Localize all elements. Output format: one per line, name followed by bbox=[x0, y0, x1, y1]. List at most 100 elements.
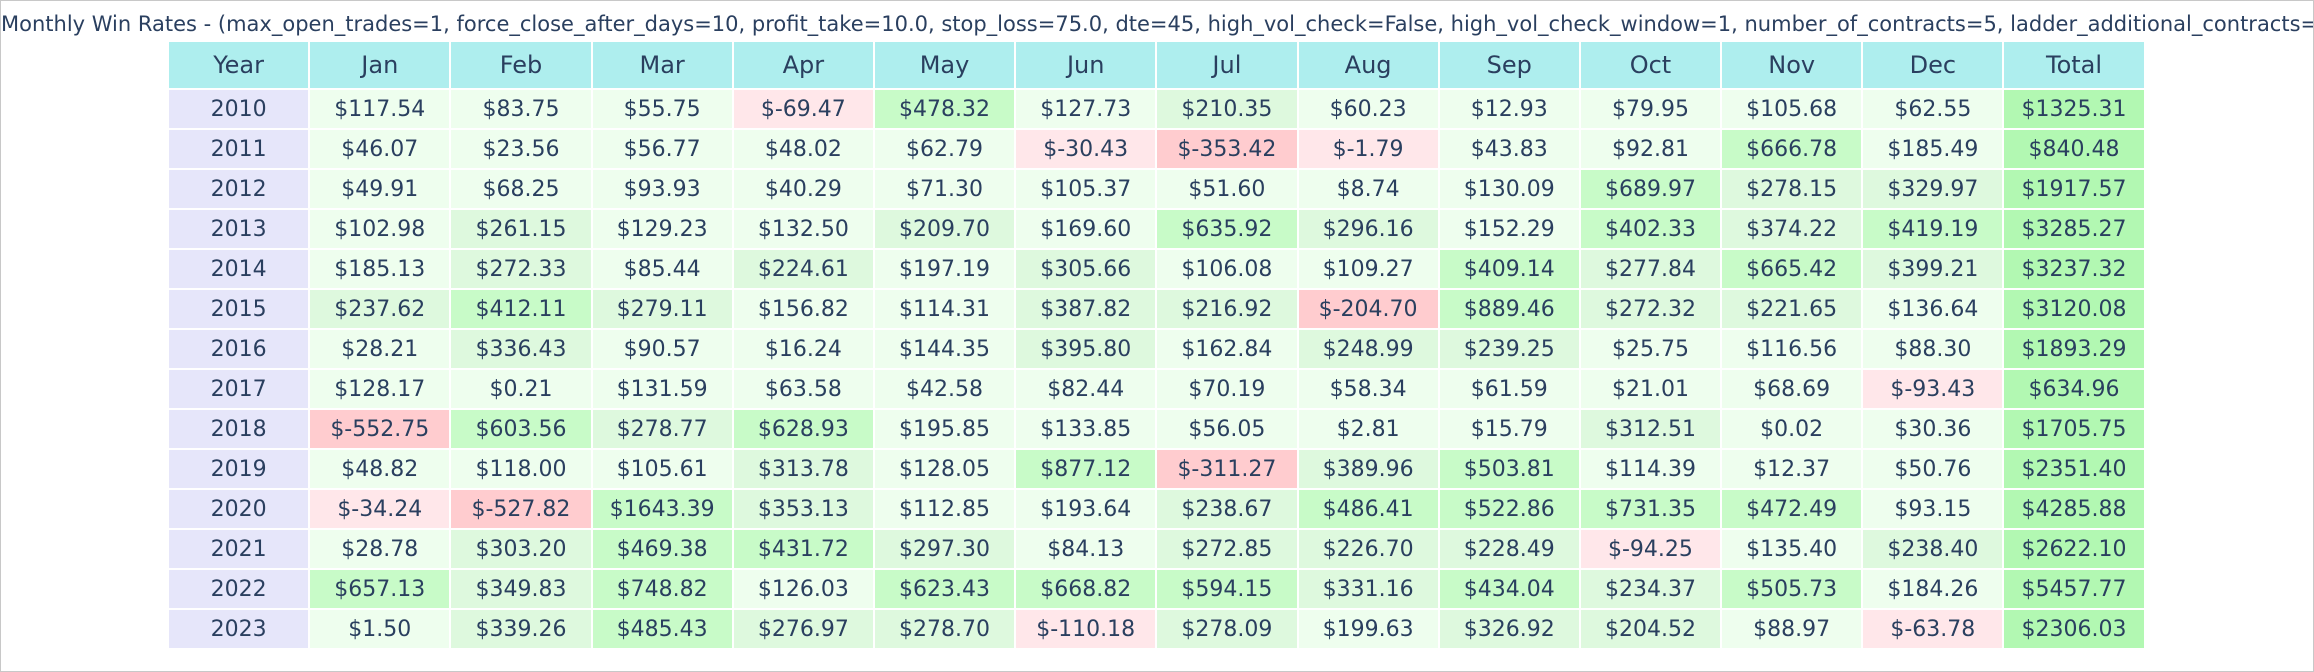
value-cell-mar: $105.61 bbox=[591, 449, 733, 489]
value-cell-mar: $748.82 bbox=[591, 569, 733, 609]
value-cell-nov: $12.37 bbox=[1721, 449, 1863, 489]
value-cell-jan: $28.21 bbox=[309, 329, 451, 369]
value-cell-feb: $303.20 bbox=[450, 529, 592, 569]
value-cell-aug: $486.41 bbox=[1297, 489, 1439, 529]
header-cell-apr: Apr bbox=[732, 41, 874, 89]
value-cell-nov: $666.78 bbox=[1721, 129, 1863, 169]
value-cell-oct: $689.97 bbox=[1579, 169, 1722, 209]
value-cell-sep: $522.86 bbox=[1438, 489, 1580, 529]
value-cell-sep: $43.83 bbox=[1438, 129, 1580, 169]
value-cell-nov: $472.49 bbox=[1721, 489, 1863, 529]
year-cell: 2019 bbox=[168, 449, 310, 489]
value-cell-feb: $83.75 bbox=[450, 89, 592, 129]
value-cell-jan: $128.17 bbox=[309, 369, 451, 409]
value-cell-dec: $238.40 bbox=[1862, 529, 2004, 569]
value-cell-apr: $276.97 bbox=[732, 609, 874, 649]
header-row: Year Jan Feb Mar Apr May Jun Jul Aug Sep Oct Nov Dec… bbox=[168, 41, 2145, 89]
value-cell-jul: $594.15 bbox=[1156, 569, 1298, 609]
table-row-2023: 2023 $1.50 $339.26 $485.43 $276.97 $278.70 $-1… bbox=[168, 609, 2145, 649]
year-cell: 2013 bbox=[168, 209, 310, 249]
value-cell-jan: $49.91 bbox=[309, 169, 451, 209]
value-cell-jul: $162.84 bbox=[1156, 329, 1298, 369]
value-cell-jun: $169.60 bbox=[1015, 209, 1157, 249]
value-cell-feb: $603.56 bbox=[450, 409, 592, 449]
value-cell-may: $278.70 bbox=[873, 609, 1016, 649]
value-cell-mar: $55.75 bbox=[591, 89, 733, 129]
value-cell-aug: $331.16 bbox=[1297, 569, 1439, 609]
value-cell-may: $197.19 bbox=[873, 249, 1016, 289]
value-cell-feb: $118.00 bbox=[450, 449, 592, 489]
value-cell-apr: $48.02 bbox=[732, 129, 874, 169]
value-cell-aug: $199.63 bbox=[1297, 609, 1439, 649]
value-cell-dec: $88.30 bbox=[1862, 329, 2004, 369]
total-cell: $2351.40 bbox=[2003, 449, 2145, 489]
value-cell-jun: $877.12 bbox=[1015, 449, 1157, 489]
value-cell-jun: $105.37 bbox=[1015, 169, 1157, 209]
total-cell: $2306.03 bbox=[2003, 609, 2145, 649]
value-cell-dec: $50.76 bbox=[1862, 449, 2004, 489]
value-cell-sep: $152.29 bbox=[1438, 209, 1580, 249]
value-cell-jul: $216.92 bbox=[1156, 289, 1298, 329]
year-cell: 2014 bbox=[168, 249, 310, 289]
header-cell-nov: Nov bbox=[1721, 41, 1863, 89]
header-cell-aug: Aug bbox=[1297, 41, 1439, 89]
value-cell-aug: $109.27 bbox=[1297, 249, 1439, 289]
value-cell-apr: $40.29 bbox=[732, 169, 874, 209]
value-cell-aug: $8.74 bbox=[1297, 169, 1439, 209]
value-cell-jul: $238.67 bbox=[1156, 489, 1298, 529]
value-cell-dec: $419.19 bbox=[1862, 209, 2004, 249]
table-row-2018: 2018 $-552.75 $603.56 $278.77 $628.93 $195.85… bbox=[168, 409, 2145, 449]
value-cell-nov: $88.97 bbox=[1721, 609, 1863, 649]
value-cell-sep: $503.81 bbox=[1438, 449, 1580, 489]
value-cell-feb: $-527.82 bbox=[450, 489, 592, 529]
value-cell-oct: $277.84 bbox=[1579, 249, 1722, 289]
value-cell-sep: $228.49 bbox=[1438, 529, 1580, 569]
value-cell-jan: $117.54 bbox=[309, 89, 451, 129]
value-cell-dec: $-93.43 bbox=[1862, 369, 2004, 409]
value-cell-jul: $70.19 bbox=[1156, 369, 1298, 409]
table-row-2017: 2017 $128.17 $0.21 $131.59 $63.58 $42.58 $82.4… bbox=[168, 369, 2145, 409]
value-cell-mar: $278.77 bbox=[591, 409, 733, 449]
value-cell-jan: $28.78 bbox=[309, 529, 451, 569]
value-cell-feb: $261.15 bbox=[450, 209, 592, 249]
value-cell-nov: $135.40 bbox=[1721, 529, 1863, 569]
value-cell-jun: $-110.18 bbox=[1015, 609, 1157, 649]
header-cell-mar: Mar bbox=[591, 41, 733, 89]
value-cell-oct: $402.33 bbox=[1579, 209, 1722, 249]
header-cell-jan: Jan bbox=[309, 41, 451, 89]
value-cell-jul: $-311.27 bbox=[1156, 449, 1298, 489]
year-cell: 2015 bbox=[168, 289, 310, 329]
header-cell-jun: Jun bbox=[1015, 41, 1157, 89]
value-cell-feb: $272.33 bbox=[450, 249, 592, 289]
monthly-win-rates-table: Year Jan Feb Mar Apr May Jun Jul Aug Sep Oct Nov Dec… bbox=[168, 41, 2145, 649]
value-cell-nov: $68.69 bbox=[1721, 369, 1863, 409]
value-cell-apr: $313.78 bbox=[732, 449, 874, 489]
value-cell-mar: $1643.39 bbox=[591, 489, 733, 529]
header-cell-oct: Oct bbox=[1579, 41, 1722, 89]
value-cell-feb: $23.56 bbox=[450, 129, 592, 169]
value-cell-aug: $-204.70 bbox=[1297, 289, 1439, 329]
value-cell-nov: $105.68 bbox=[1721, 89, 1863, 129]
value-cell-oct: $204.52 bbox=[1579, 609, 1722, 649]
table-row-2013: 2013 $102.98 $261.15 $129.23 $132.50 $209.70 $… bbox=[168, 209, 2145, 249]
value-cell-dec: $62.55 bbox=[1862, 89, 2004, 129]
header-cell-feb: Feb bbox=[450, 41, 592, 89]
value-cell-nov: $665.42 bbox=[1721, 249, 1863, 289]
header-cell-dec: Dec bbox=[1862, 41, 2004, 89]
value-cell-jan: $185.13 bbox=[309, 249, 451, 289]
value-cell-aug: $60.23 bbox=[1297, 89, 1439, 129]
value-cell-mar: $129.23 bbox=[591, 209, 733, 249]
value-cell-feb: $339.26 bbox=[450, 609, 592, 649]
value-cell-jan: $48.82 bbox=[309, 449, 451, 489]
value-cell-apr: $353.13 bbox=[732, 489, 874, 529]
value-cell-oct: $731.35 bbox=[1579, 489, 1722, 529]
value-cell-apr: $628.93 bbox=[732, 409, 874, 449]
value-cell-jan: $1.50 bbox=[309, 609, 451, 649]
value-cell-sep: $130.09 bbox=[1438, 169, 1580, 209]
table-row-2020: 2020 $-34.24 $-527.82 $1643.39 $353.13 $112.8… bbox=[168, 489, 2145, 529]
value-cell-aug: $389.96 bbox=[1297, 449, 1439, 489]
value-cell-apr: $132.50 bbox=[732, 209, 874, 249]
value-cell-oct: $312.51 bbox=[1579, 409, 1722, 449]
value-cell-jun: $133.85 bbox=[1015, 409, 1157, 449]
value-cell-apr: $431.72 bbox=[732, 529, 874, 569]
